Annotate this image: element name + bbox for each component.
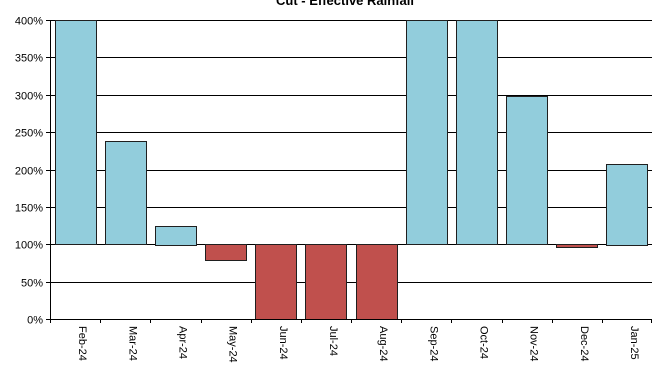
- x-tick-label: Oct-24: [477, 326, 489, 359]
- bar-mar-24: [105, 141, 147, 245]
- bar-oct-24: [456, 20, 498, 245]
- bar-jan-25: [606, 164, 648, 246]
- grid-layer: [50, 20, 652, 320]
- y-tick-label: 250%: [15, 128, 43, 140]
- y-tick-label: 50%: [21, 278, 43, 290]
- x-tick-label: Sep-24: [427, 326, 439, 361]
- x-tick-label: Nov-24: [528, 326, 540, 361]
- bar-apr-24: [155, 226, 197, 246]
- x-tick-label: Jan-25: [628, 326, 640, 360]
- x-tick-label: Mar-24: [126, 326, 138, 361]
- x-tick-labels: Feb-24 Mar-24 Apr-24 May-24 Jun-24 Jul-24 Aug-…: [76, 326, 640, 363]
- y-tick-label: 300%: [15, 91, 43, 103]
- y-tick-label: 150%: [15, 203, 43, 215]
- y-tick-label: 100%: [15, 240, 43, 252]
- x-tick-label: Feb-24: [76, 326, 88, 361]
- x-tick-label: Apr-24: [176, 326, 188, 359]
- bar-feb-24: [55, 20, 97, 245]
- bars-layer: [55, 20, 648, 320]
- y-tick-labels: 0% 50% 100% 150% 200% 250% 300% 350% 400%: [15, 16, 43, 327]
- chart-title: Cut - Effective Rainfall: [276, 0, 414, 8]
- bar-dec-24: [556, 244, 598, 248]
- y-tick-label: 0%: [27, 315, 43, 327]
- x-tick-label: Jun-24: [277, 326, 289, 360]
- bar-nov-24: [506, 96, 548, 245]
- y-tick-label: 400%: [15, 16, 43, 28]
- bar-jun-24: [255, 244, 297, 320]
- x-tick-label: Jul-24: [327, 326, 339, 356]
- bar-aug-24: [356, 244, 398, 320]
- x-tick-label: May-24: [227, 326, 239, 363]
- y-tick-label: 350%: [15, 53, 43, 65]
- axis-layer: [46, 20, 652, 323]
- bar-jul-24: [305, 244, 347, 320]
- bar-sep-24: [406, 20, 448, 245]
- y-tick-label: 200%: [15, 166, 43, 178]
- x-tick-label: Dec-24: [578, 326, 590, 361]
- x-tick-label: Aug-24: [377, 326, 389, 361]
- bar-may-24: [205, 244, 247, 261]
